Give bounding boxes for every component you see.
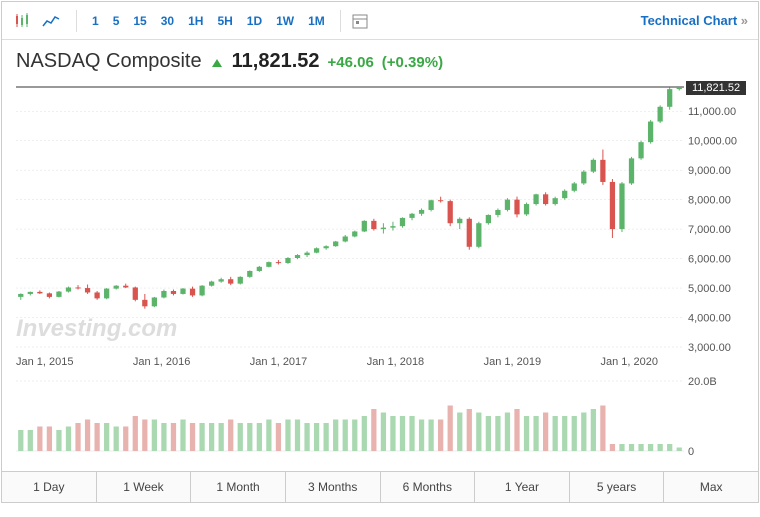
instrument-title: NASDAQ Composite	[16, 50, 202, 73]
svg-text:6,000.00: 6,000.00	[688, 254, 731, 266]
svg-text:Jan 1, 2019: Jan 1, 2019	[484, 356, 541, 368]
range-tabs: 1 Day1 Week1 Month3 Months6 Months1 Year…	[2, 471, 758, 502]
svg-text:Jan 1, 2016: Jan 1, 2016	[133, 356, 191, 368]
price-change-pct: (+0.39%)	[382, 54, 443, 71]
svg-text:Jan 1, 2017: Jan 1, 2017	[250, 356, 307, 368]
range-1[interactable]: 1	[92, 14, 99, 28]
svg-text:11,821.52: 11,821.52	[692, 82, 740, 94]
tab-6-months[interactable]: 6 Months	[381, 472, 476, 502]
chart-svg: 3,000.00 4,000.00 5,000.00 6,000.00 7,000.00…	[12, 81, 750, 471]
svg-text:7,000.00: 7,000.00	[688, 224, 731, 236]
svg-text:0: 0	[688, 446, 694, 458]
range-5H[interactable]: 5H	[217, 14, 232, 28]
svg-text:9,000.00: 9,000.00	[688, 165, 731, 177]
candlestick-icon[interactable]	[12, 10, 34, 32]
range-30[interactable]: 30	[161, 14, 174, 28]
tab-1-month[interactable]: 1 Month	[191, 472, 286, 502]
technical-chart-link[interactable]: Technical Chart	[641, 13, 748, 28]
svg-text:10,000.00: 10,000.00	[688, 136, 737, 148]
range-15[interactable]: 15	[133, 14, 146, 28]
svg-text:5,000.00: 5,000.00	[688, 283, 731, 295]
chart-container: 15 15 30 1H 5H 1D 1W 1M Technical Chart NASDAQ …	[1, 1, 759, 503]
chart-area: 3,000.00 4,000.00 5,000.00 6,000.00 7,000.00…	[2, 77, 758, 471]
range-1W[interactable]: 1W	[276, 14, 294, 28]
svg-text:Jan 1, 2015: Jan 1, 2015	[16, 356, 74, 368]
range-1M[interactable]: 1M	[308, 14, 325, 28]
tab-5-years[interactable]: 5 years	[570, 472, 665, 502]
svg-text:3,000.00: 3,000.00	[688, 342, 731, 354]
range-1D[interactable]: 1D	[247, 14, 262, 28]
svg-text:20.0B: 20.0B	[688, 376, 717, 388]
range-5[interactable]: 5	[113, 14, 120, 28]
svg-text:8,000.00: 8,000.00	[688, 195, 731, 207]
svg-text:11,000.00: 11,000.00	[688, 106, 736, 118]
range-buttons: 15 15 30 1H 5H 1D 1W 1M	[85, 14, 332, 28]
tab-3-months[interactable]: 3 Months	[286, 472, 381, 502]
calendar-icon[interactable]	[349, 10, 371, 32]
last-price: 11,821.52	[232, 50, 320, 73]
chart-header: NASDAQ Composite 11,821.52 +46.06 (+0.39…	[2, 40, 758, 77]
toolbar: 15 15 30 1H 5H 1D 1W 1M Technical Chart	[2, 2, 758, 40]
range-1H[interactable]: 1H	[188, 14, 203, 28]
svg-text:4,000.00: 4,000.00	[688, 313, 731, 325]
svg-text:Jan 1, 2018: Jan 1, 2018	[367, 356, 425, 368]
tab-max[interactable]: Max	[664, 472, 758, 502]
price-change: +46.06	[328, 54, 374, 71]
tab-1-week[interactable]: 1 Week	[97, 472, 192, 502]
arrow-up-icon	[212, 59, 222, 67]
line-chart-icon[interactable]	[40, 10, 62, 32]
tab-1-year[interactable]: 1 Year	[475, 472, 570, 502]
svg-text:Jan 1, 2020: Jan 1, 2020	[601, 356, 659, 368]
separator	[76, 10, 77, 32]
separator	[340, 10, 341, 32]
tab-1-day[interactable]: 1 Day	[2, 472, 97, 502]
